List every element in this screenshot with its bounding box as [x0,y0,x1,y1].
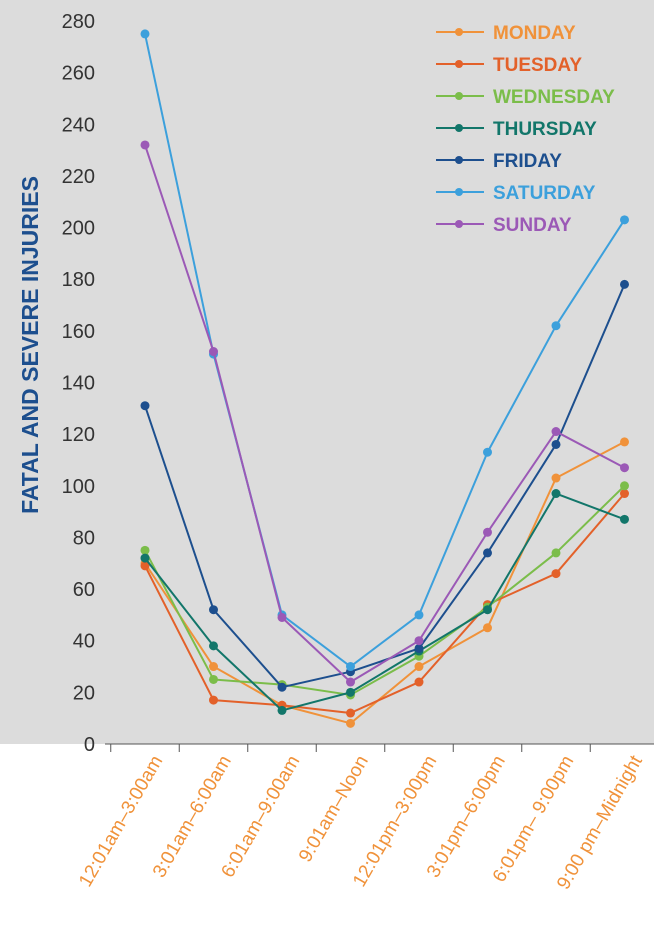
y-tick-label: 180 [62,269,95,291]
data-point [209,695,218,705]
data-point [414,636,424,646]
data-point [620,463,629,473]
legend-label: SUNDAY [493,215,572,236]
data-point [346,687,355,697]
y-tick-label: 160 [62,321,95,343]
series-line [144,492,625,712]
plot-background [0,0,654,744]
data-point [620,481,629,491]
y-tick-label: 20 [73,682,95,704]
y-tick-label: 40 [73,631,95,653]
legend-label: SATURDAY [493,183,596,204]
y-tick-label: 60 [73,579,95,601]
legend-swatch-marker [455,60,463,68]
data-point [140,401,150,411]
data-point [483,447,492,457]
data-point [277,705,287,715]
data-point [140,545,150,555]
legend-label: WEDNESDAY [493,87,615,108]
legend-label: FRIDAY [493,151,562,172]
data-point [209,605,218,615]
y-tick-label: 80 [73,527,95,549]
y-tick-label: 240 [62,114,95,136]
y-tick-label: 260 [62,63,95,85]
data-point [620,437,629,447]
series-line [144,283,626,689]
data-point [551,548,561,558]
data-point [620,215,629,225]
data-point [483,623,492,633]
series-line [144,485,626,696]
data-point [140,553,150,563]
y-tick-label: 280 [62,11,95,33]
data-point [620,279,629,289]
x-axis-tick-labels: 12:01am–3:00am3:01am–6:00am6:01am–9:00am… [75,751,647,893]
series-lines [140,29,629,728]
legend: MONDAY TUESDAY WEDNESDAY THURSDAY FRIDAY SATU… [436,23,615,236]
series-line [144,144,625,684]
data-point [414,662,424,672]
data-point [209,347,218,357]
legend-swatch-marker [455,124,463,132]
x-axis [105,743,654,752]
data-point [483,527,492,537]
data-point [620,514,629,524]
data-point [551,489,561,499]
data-point [551,321,561,331]
data-point [209,674,218,684]
data-point [551,473,561,483]
y-tick-label: 200 [62,218,95,240]
data-point [140,561,150,571]
data-point [483,548,492,558]
data-point [209,641,218,651]
data-point [277,612,287,622]
data-point [620,489,629,499]
y-tick-label: 120 [62,424,95,446]
y-axis-ticks: 0 20 40 60 80 100 120 140 160 180 200 220 240 260 280 [62,11,95,756]
data-point [346,718,355,728]
data-point [140,140,150,150]
legend-swatch-marker [455,188,463,196]
data-point [277,682,287,692]
data-point [414,610,424,620]
legend-label: TUESDAY [493,55,582,76]
series-line [144,492,626,715]
legend-swatch-marker [455,220,463,228]
x-tick-label: 9:01am–Noon [295,752,373,866]
legend-swatch-marker [455,156,463,164]
y-tick-label: 140 [62,373,95,395]
legend-label: THURSDAY [493,119,597,140]
data-point [414,643,424,653]
y-tick-label: 100 [62,476,95,498]
y-tick-label: 220 [62,166,95,188]
data-point [551,439,561,449]
data-point [209,662,218,672]
data-point [483,605,492,615]
series-line [144,441,625,725]
data-point [551,569,561,579]
legend-swatch-marker [455,28,463,36]
legend-swatch-marker [455,92,463,100]
data-point [551,427,561,437]
data-point [346,708,355,718]
data-point [346,662,355,672]
data-point [346,677,355,687]
legend-label: MONDAY [493,23,576,44]
data-point [140,29,150,39]
data-point [414,677,424,687]
y-tick-label: 0 [84,734,95,756]
y-axis-label: FATAL AND SEVERE INJURIES [17,176,43,514]
